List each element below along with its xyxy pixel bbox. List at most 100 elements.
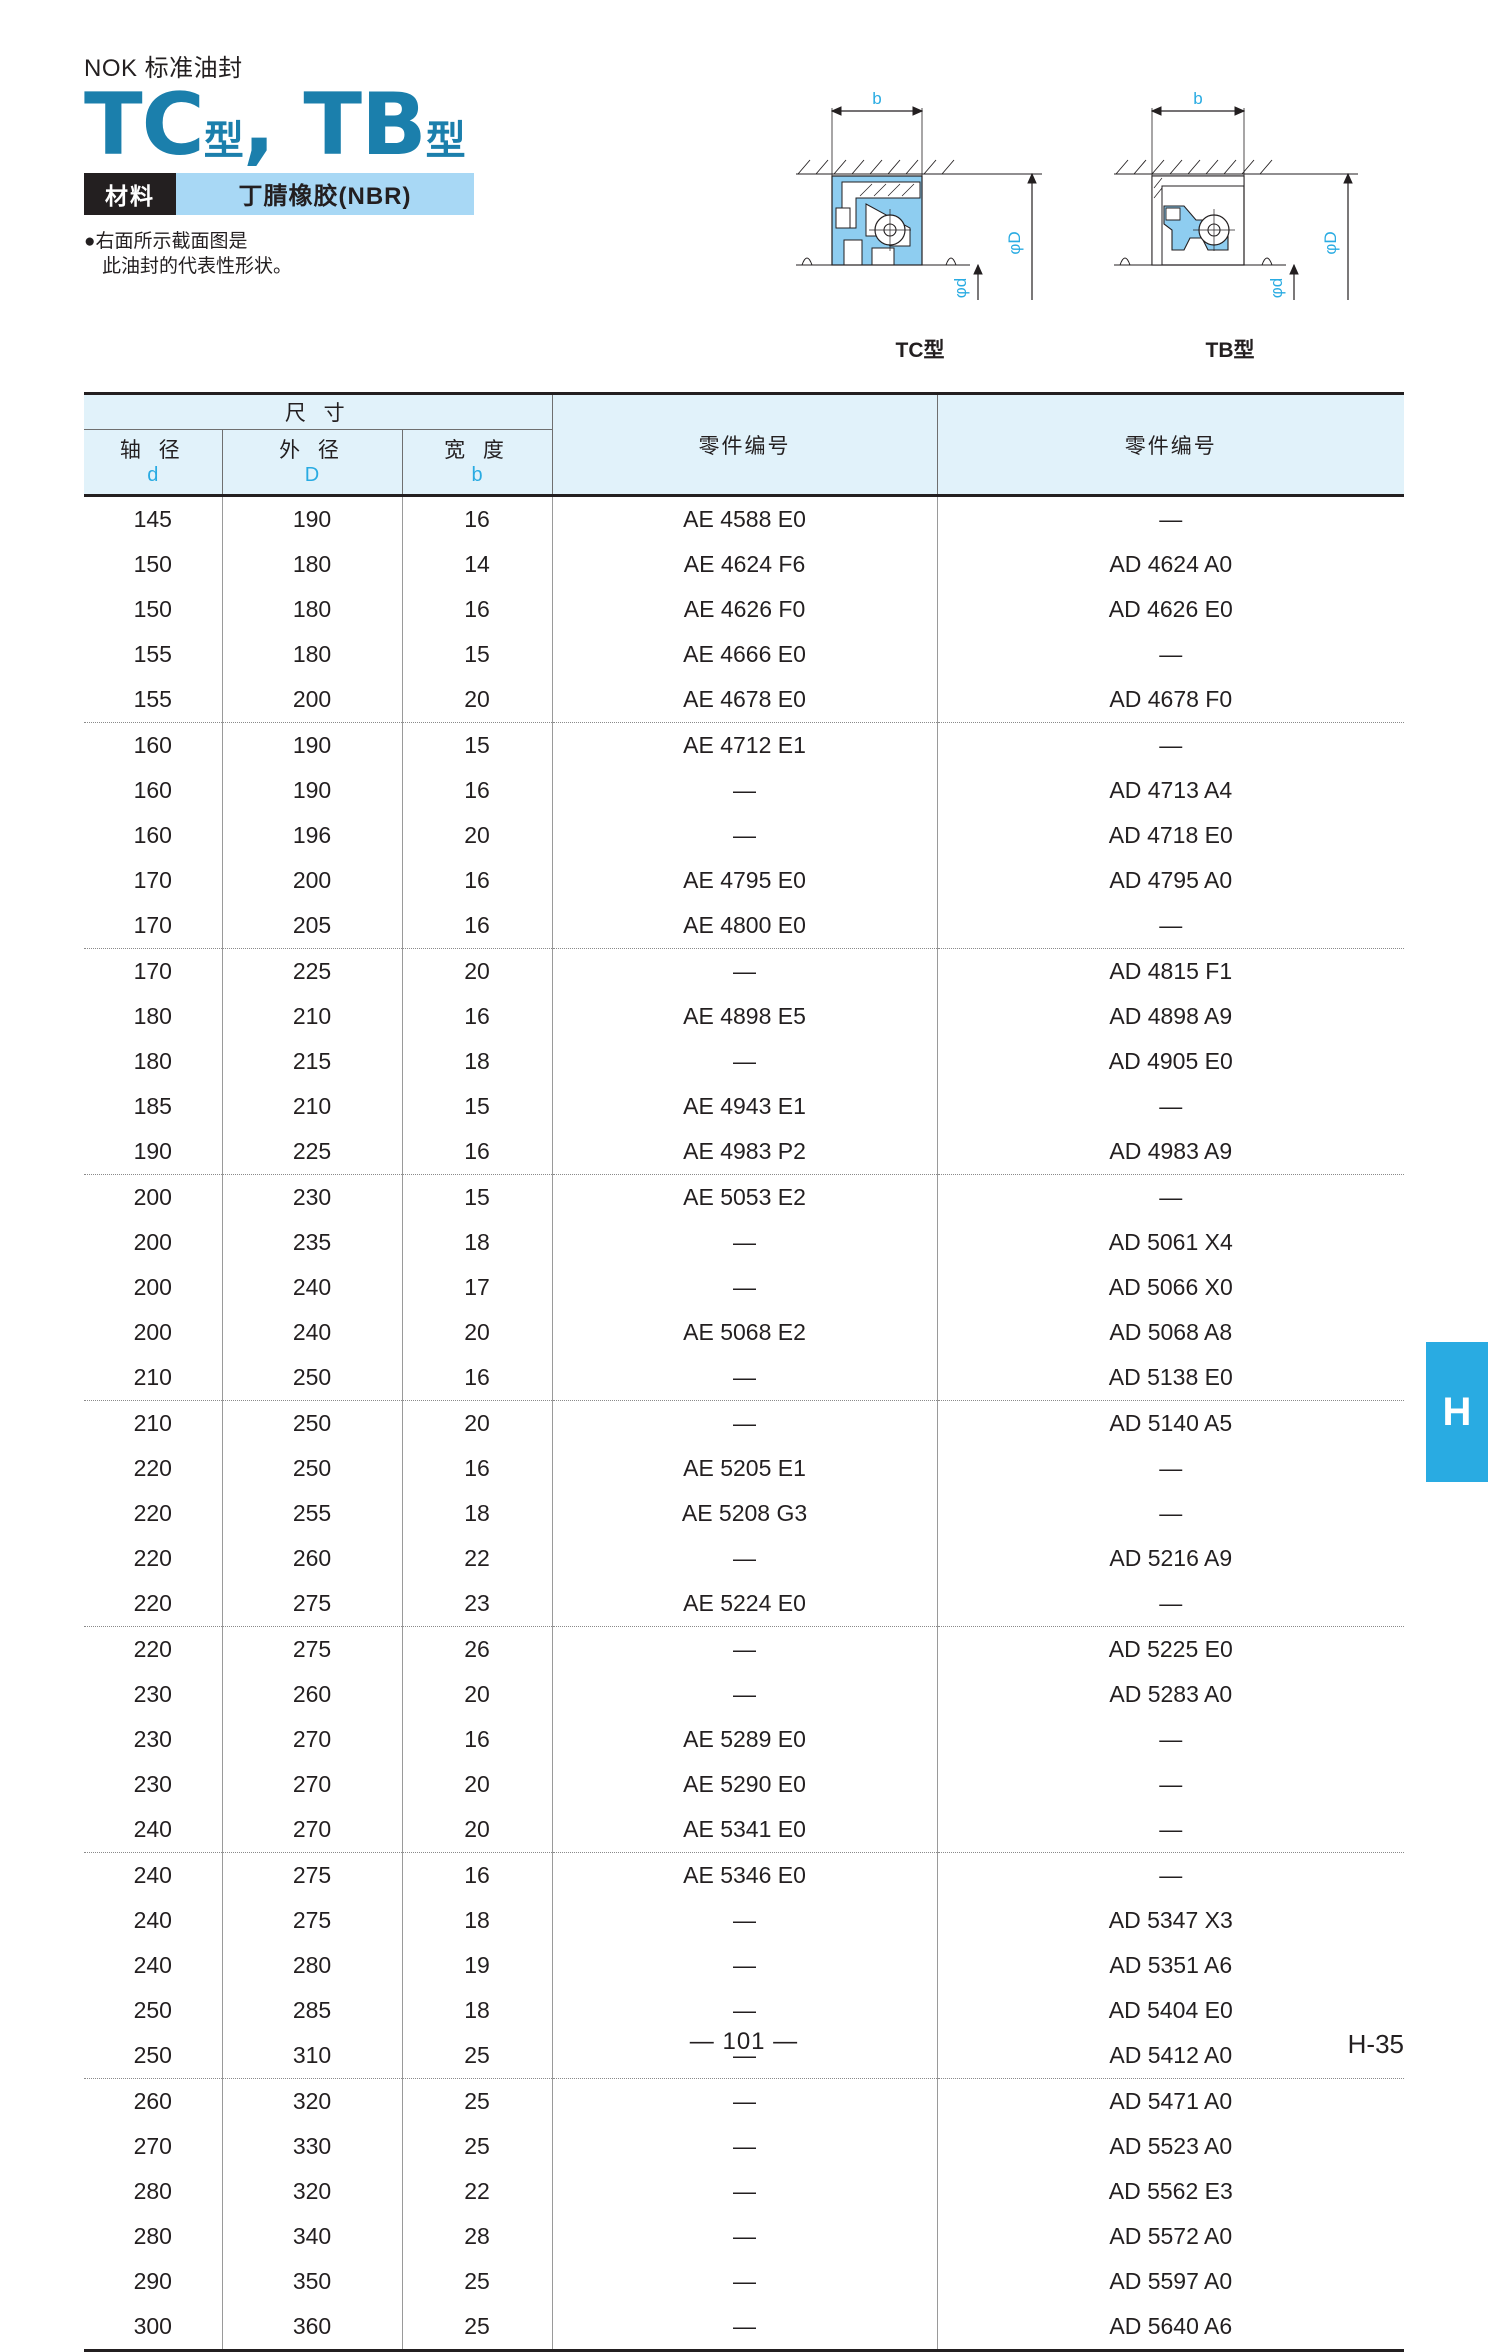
table-row: 170 205 16 AE 4800 E0— — [84, 903, 1405, 949]
cell-width: 16 — [401, 1355, 553, 1401]
cell-part-number-1: — — [551, 1220, 938, 1265]
cell-width: 18 — [401, 1898, 553, 1943]
cell-outer-diameter: 250 — [221, 1355, 403, 1401]
cell-part-number-2: — — [936, 1717, 1405, 1762]
cell-part-number-2: — — [936, 632, 1405, 677]
note-line-1: ●右面所示截面图是 — [84, 230, 248, 252]
cell-outer-diameter: 270 — [221, 1762, 403, 1807]
cell-part-number-2: AD 5138 E0 — [936, 1355, 1405, 1401]
cell-shaft-diameter: 160 — [84, 813, 223, 858]
cell-width: 23 — [401, 1581, 553, 1627]
cell-shaft-diameter: 210 — [84, 1400, 223, 1446]
cell-width: 17 — [401, 1265, 553, 1310]
cell-width: 16 — [401, 768, 553, 813]
cell-part-number-2: AD 5412 A0 — [936, 2033, 1405, 2079]
cell-shaft-diameter: 290 — [84, 2259, 223, 2304]
diagram-tc: b — [770, 78, 1070, 368]
cell-shaft-diameter: 160 — [84, 722, 223, 768]
cell-part-number-1: — — [551, 813, 938, 858]
cell-outer-diameter: 190 — [221, 495, 403, 542]
cell-part-number-2: AD 5347 X3 — [936, 1898, 1405, 1943]
cell-part-number-1: — — [551, 1626, 938, 1672]
cell-outer-diameter: 200 — [221, 677, 403, 723]
table-row: 280 320 22— AD 5562 E3 — [84, 2169, 1405, 2214]
cell-width: 18 — [401, 1220, 553, 1265]
cell-outer-diameter: 275 — [221, 1852, 403, 1898]
cell-part-number-2: — — [936, 495, 1405, 542]
tc-cross-section-svg: b — [796, 89, 1042, 300]
tb-cross-section-svg: b — [1114, 89, 1358, 300]
table-row: 150 180 16 AE 4626 F0 AD 4626 E0 — [84, 587, 1405, 632]
table-row: 300 360 25— AD 5640 A6 — [84, 2304, 1405, 2349]
title-tb: TB — [303, 75, 426, 175]
table-row: 230 270 16 AE 5289 E0— — [84, 1717, 1405, 1762]
cell-part-number-2: AD 5061 X4 — [936, 1220, 1405, 1265]
table-row: 185 210 15 AE 4943 E1— — [84, 1084, 1405, 1129]
cell-outer-diameter: 310 — [221, 2033, 403, 2079]
note-block: ●右面所示截面图是 此油封的代表性形状。 — [84, 229, 724, 280]
title-tc-kata: 型 — [203, 118, 244, 164]
cell-width: 20 — [401, 948, 553, 994]
cell-part-number-2: AD 5572 A0 — [936, 2214, 1405, 2259]
cell-shaft-diameter: 260 — [84, 2078, 223, 2124]
cell-part-number-1: AE 4588 E0 — [551, 495, 938, 542]
table-row: 220 275 26— AD 5225 E0 — [84, 1626, 1405, 1672]
header-part-number-2: 零件编号 — [936, 393, 1405, 496]
table-row: 220 255 18 AE 5208 G3— — [84, 1491, 1405, 1536]
table-row: 230 260 20— AD 5283 A0 — [84, 1672, 1405, 1717]
cell-part-number-1: — — [551, 768, 938, 813]
cell-outer-diameter: 360 — [221, 2304, 403, 2349]
cell-outer-diameter: 250 — [221, 1400, 403, 1446]
header-width: 宽 度 b — [401, 429, 553, 496]
cell-shaft-diameter: 250 — [84, 1988, 223, 2033]
cell-width: 20 — [401, 1807, 553, 1853]
cell-part-number-1: — — [551, 1265, 938, 1310]
cell-part-number-2: — — [936, 903, 1405, 949]
svg-text:b: b — [872, 89, 881, 108]
cell-width: 16 — [401, 858, 553, 903]
cell-width: 16 — [401, 495, 553, 542]
page-title: TC型, TB型 — [84, 82, 724, 168]
cell-width: 19 — [401, 1943, 553, 1988]
cell-part-number-1: AE 5346 E0 — [551, 1852, 938, 1898]
cell-outer-diameter: 275 — [221, 1626, 403, 1672]
table-row: 290 350 25— AD 5597 A0 — [84, 2259, 1405, 2304]
cell-part-number-1: — — [551, 1536, 938, 1581]
cell-part-number-2: AD 5068 A8 — [936, 1310, 1405, 1355]
cell-part-number-2: AD 5140 A5 — [936, 1400, 1405, 1446]
cell-shaft-diameter: 160 — [84, 768, 223, 813]
cell-outer-diameter: 340 — [221, 2214, 403, 2259]
cell-width: 20 — [401, 1310, 553, 1355]
cell-outer-diameter: 260 — [221, 1536, 403, 1581]
table-row: 250 285 18— AD 5404 E0 — [84, 1988, 1405, 2033]
cell-part-number-1: AE 4666 E0 — [551, 632, 938, 677]
table-row: 145 190 16 AE 4588 E0— — [84, 495, 1405, 542]
cell-outer-diameter: 225 — [221, 948, 403, 994]
cell-outer-diameter: 350 — [221, 2259, 403, 2304]
section-tab-h[interactable]: H — [1426, 1342, 1488, 1482]
spec-table-body: 145 190 16 AE 4588 E0—150 180 14 AE 4624 F6 AD … — [84, 495, 1405, 2349]
cell-width: 22 — [401, 2169, 553, 2214]
cell-width: 25 — [401, 2304, 553, 2349]
cell-outer-diameter: 270 — [221, 1717, 403, 1762]
cell-shaft-diameter: 185 — [84, 1084, 223, 1129]
cell-part-number-2: AD 4624 A0 — [936, 542, 1405, 587]
cell-part-number-2: — — [936, 1762, 1405, 1807]
cell-shaft-diameter: 150 — [84, 542, 223, 587]
cell-part-number-2: — — [936, 1581, 1405, 1627]
cell-shaft-diameter: 170 — [84, 903, 223, 949]
page-number: — 101 — — [689, 2028, 799, 2055]
table-row: 200 235 18— AD 5061 X4 — [84, 1220, 1405, 1265]
cell-part-number-2: — — [936, 1174, 1405, 1220]
cell-part-number-2: AD 5225 E0 — [936, 1626, 1405, 1672]
cell-shaft-diameter: 300 — [84, 2304, 223, 2349]
cell-shaft-diameter: 180 — [84, 1039, 223, 1084]
table-row: 170 225 20— AD 4815 F1 — [84, 948, 1405, 994]
table-row: 200 240 17— AD 5066 X0 — [84, 1265, 1405, 1310]
cell-part-number-1: AE 5289 E0 — [551, 1717, 938, 1762]
note-line-2: 此油封的代表性形状。 — [102, 256, 293, 278]
table-row: 155 200 20 AE 4678 E0 AD 4678 F0 — [84, 677, 1405, 723]
cell-width: 25 — [401, 2033, 553, 2079]
cell-outer-diameter: 210 — [221, 994, 403, 1039]
cell-shaft-diameter: 155 — [84, 632, 223, 677]
